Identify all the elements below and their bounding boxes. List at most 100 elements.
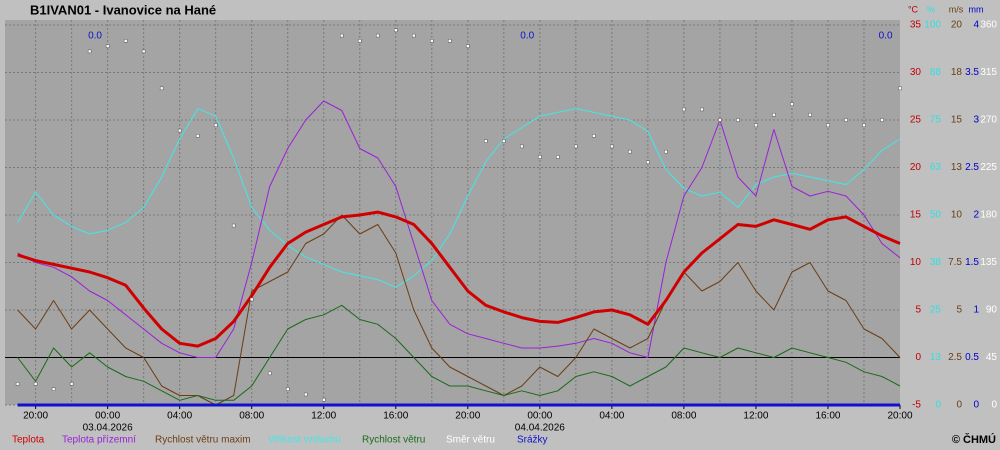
direction-dot: [69, 382, 74, 386]
direction-dot: [574, 144, 578, 149]
y-tick-label: 20: [910, 162, 922, 173]
direction-dot: [520, 144, 524, 149]
direction-dot: [610, 144, 614, 149]
direction-dot: [664, 149, 668, 154]
unit-label: %: [927, 4, 935, 14]
direction-dot: [177, 128, 182, 133]
direction-dot: [376, 33, 380, 38]
series-line: [17, 108, 901, 288]
direction-dot: [51, 387, 56, 391]
y2-tick-label: 88: [930, 67, 942, 78]
y-tick-label: 30: [910, 67, 922, 78]
direction-dot: [321, 397, 326, 402]
direction-dot: [358, 39, 362, 43]
y4-tick-label: 3.5: [965, 67, 979, 78]
y4-tick-label: 4: [973, 20, 979, 31]
x-tick-label: 04:00: [167, 411, 192, 422]
direction-dot: [430, 39, 434, 43]
legend-entry: Rychlost větru maxim: [155, 435, 251, 446]
y2-tick-label: 50: [930, 210, 942, 221]
direction-dot: [448, 39, 452, 43]
y2-tick-label: 38: [930, 257, 942, 268]
direction-dot: [141, 49, 146, 54]
legend-entry: Teplota: [12, 435, 45, 446]
direction-dot: [700, 107, 704, 112]
y-tick-label: 25: [910, 115, 922, 126]
y4-tick-label: 3: [973, 115, 979, 126]
y3-tick-label: 7.5: [948, 257, 962, 268]
direction-dot: [682, 107, 686, 112]
precip-label: 0.0: [879, 31, 893, 42]
unit-label: mm: [969, 4, 984, 14]
direction-dot: [898, 86, 902, 91]
y3-tick-label: 13: [951, 162, 963, 173]
direction-dot: [538, 155, 542, 159]
y2-tick-label: 63: [930, 162, 942, 173]
legend-entry: Teplota přízemní: [62, 435, 136, 446]
direction-dot: [303, 392, 308, 397]
x-tick-label: 12:00: [311, 411, 336, 422]
y2-tick-label: 75: [930, 115, 942, 126]
y5-tick-label: 0: [991, 400, 997, 411]
series-line: [17, 214, 901, 406]
x-tick-label: 12:00: [743, 411, 768, 422]
y-tick-label: 35: [910, 20, 922, 31]
x-tick-label: 16:00: [383, 411, 408, 422]
direction-dot: [646, 160, 650, 164]
legend-entry: Směr větru: [446, 435, 495, 446]
direction-dot: [195, 134, 200, 138]
direction-dot: [340, 33, 344, 38]
y-tick-label: 15: [910, 210, 922, 221]
x-tick-label: 08:00: [239, 411, 264, 422]
y3-tick-label: 10: [951, 210, 963, 221]
x-tick-label: 00:00: [527, 411, 552, 422]
direction-dot: [556, 155, 560, 159]
direction-dot: [844, 118, 848, 122]
direction-dot: [736, 118, 740, 122]
x-tick-label: 08:00: [671, 411, 696, 422]
y3-tick-label: 5: [956, 305, 962, 316]
x-tick-label: 16:00: [815, 411, 840, 422]
date-label: 03.04.2026: [83, 423, 133, 434]
series-line: [17, 100, 901, 358]
y3-tick-label: 0: [956, 400, 962, 411]
y3-tick-label: 20: [951, 20, 963, 31]
y5-tick-label: 180: [980, 210, 997, 221]
direction-dot: [231, 223, 236, 228]
direction-dot: [628, 149, 632, 154]
y-tick-label: -5: [912, 400, 921, 411]
x-tick-label: 20:00: [887, 411, 912, 422]
credit: © ČHMÚ: [952, 433, 996, 446]
direction-dot: [412, 33, 416, 38]
y3-tick-label: 2.5: [948, 352, 962, 363]
y3-tick-label: 18: [951, 67, 963, 78]
series-line: [17, 304, 901, 401]
plot-area: [5, 20, 900, 405]
direction-dot: [105, 44, 110, 48]
precip-label: 0.0: [520, 31, 534, 42]
y-tick-label: 0: [915, 352, 921, 363]
direction-dot: [249, 297, 254, 302]
x-tick-label: 20:00: [23, 411, 48, 422]
y4-tick-label: 1: [973, 305, 979, 316]
y-tick-label: 10: [910, 257, 922, 268]
y5-tick-label: 270: [980, 115, 997, 126]
y5-tick-label: 135: [980, 257, 997, 268]
y4-tick-label: 2.5: [965, 162, 979, 173]
direction-dot: [754, 123, 758, 128]
direction-dot: [880, 118, 884, 122]
x-tick-label: 20:00: [455, 411, 480, 422]
y5-tick-label: 45: [986, 352, 998, 363]
direction-dot: [772, 112, 776, 117]
precip-label: 0.0: [88, 31, 102, 42]
direction-dot: [394, 28, 398, 33]
legend-entry: Rychlost větru: [362, 435, 425, 446]
direction-dot: [267, 371, 272, 376]
y4-tick-label: 2: [973, 210, 979, 221]
unit-label: °C: [908, 4, 919, 14]
direction-dot: [285, 387, 290, 391]
y-tick-label: 5: [915, 305, 921, 316]
y4-tick-label: 0: [973, 400, 979, 411]
legend-entry: Vlhkost vzduchu: [268, 435, 341, 446]
